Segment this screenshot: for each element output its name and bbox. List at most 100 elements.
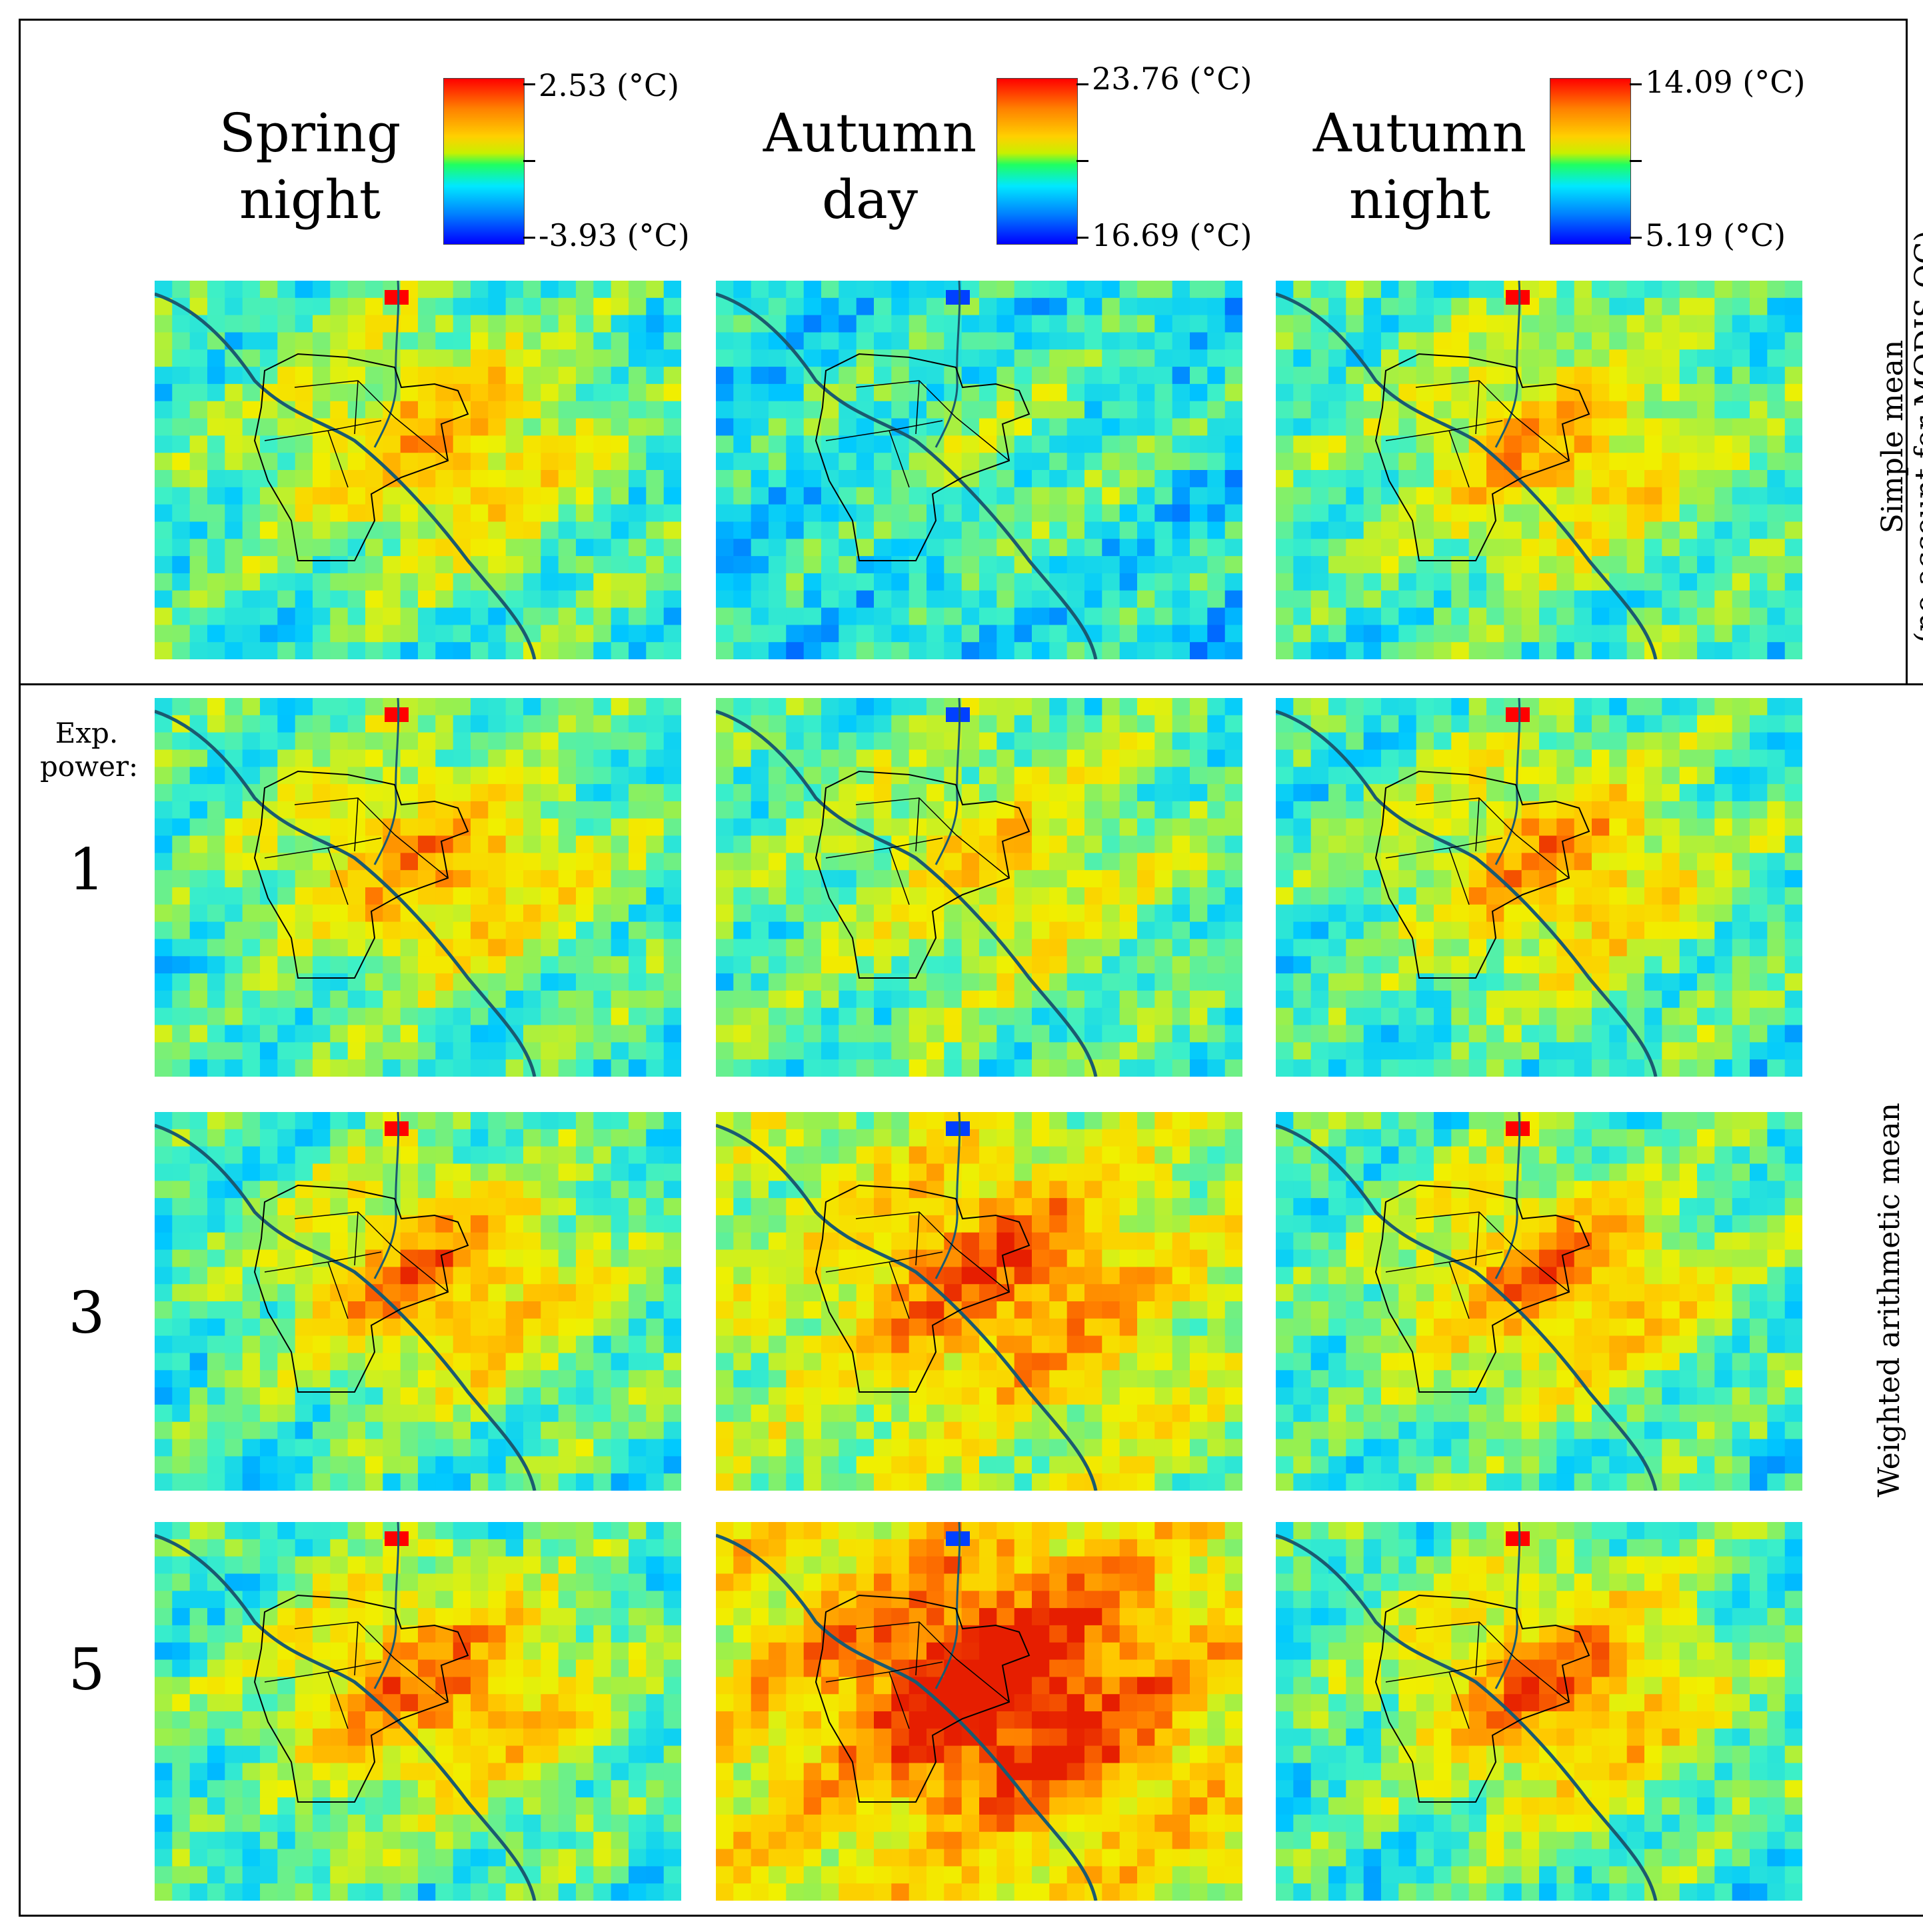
lst-grid — [155, 281, 681, 659]
city-boundary — [253, 1184, 469, 1393]
city-boundary — [253, 1594, 469, 1803]
city-boundary — [815, 353, 1030, 561]
district-boundary — [1515, 1658, 1570, 1703]
district-boundary — [915, 1621, 920, 1676]
colorbar-tick — [523, 160, 535, 162]
district-boundary — [1475, 1621, 1480, 1676]
lst-grid — [1276, 1112, 1802, 1491]
lst-grid — [155, 698, 681, 1077]
map-autumn-day-exp-5 — [716, 1522, 1242, 1901]
colorbar-spring-night — [443, 78, 525, 245]
river-line — [716, 292, 1098, 659]
hotspot-marker — [946, 290, 970, 305]
row-label-exp-5: 5 — [68, 1637, 105, 1703]
district-boundary — [354, 797, 359, 852]
colorbar-max-label: 23.76 (°C) — [1092, 61, 1252, 97]
district-boundary — [354, 1621, 359, 1676]
colorbar-autumn-day — [996, 78, 1078, 245]
district-boundary — [889, 430, 910, 488]
side-label-simple-mean: Simple mean (no account for MODIS QC) — [1876, 230, 1923, 643]
map-autumn-night-simple — [1276, 281, 1802, 659]
hotspot-marker — [946, 1121, 970, 1136]
hotspot-marker — [385, 707, 409, 722]
district-boundary — [1515, 1248, 1570, 1293]
district-boundary — [1475, 380, 1480, 435]
district-boundary — [327, 430, 349, 488]
lst-grid — [716, 1522, 1242, 1901]
colorbar-tick — [1630, 237, 1642, 239]
tributary-line — [373, 1112, 400, 1279]
district-boundary — [915, 797, 920, 852]
colorbar-tick — [1630, 83, 1642, 85]
lst-grid — [155, 1522, 681, 1901]
hotspot-marker — [1506, 707, 1530, 722]
map-autumn-night-exp-1 — [1276, 698, 1802, 1077]
city-boundary — [815, 1184, 1030, 1393]
hotspot-marker — [385, 290, 409, 305]
river-line — [155, 1123, 537, 1491]
district-boundary — [327, 1261, 349, 1319]
side-label-weighted-mean: Weighted arithmetic mean — [1872, 1103, 1906, 1497]
district-boundary — [394, 1658, 449, 1703]
map-spring-night-simple — [155, 281, 681, 659]
colorbar-autumn-night — [1550, 78, 1631, 245]
district-boundary — [955, 1248, 1010, 1293]
lst-grid — [1276, 1522, 1802, 1901]
map-autumn-night-exp-3 — [1276, 1112, 1802, 1491]
colorbar-tick — [1076, 237, 1088, 239]
district-boundary — [955, 1658, 1010, 1703]
bottom-panel-frame — [19, 683, 1923, 1917]
lst-grid — [1276, 698, 1802, 1077]
district-boundary — [955, 417, 1010, 461]
colorbar-min-label: -3.93 (°C) — [539, 217, 690, 253]
colorbar-tick — [523, 83, 535, 85]
colorbar-min-label: 5.19 (°C) — [1645, 217, 1786, 253]
title-spring-night: Spring night — [219, 102, 401, 231]
river-line — [716, 1533, 1098, 1901]
colorbar-tick — [1630, 160, 1642, 162]
colorbar-tick — [1076, 83, 1088, 85]
colorbar-max-label: 14.09 (°C) — [1645, 64, 1806, 100]
river-line — [155, 1533, 537, 1901]
hotspot-marker — [385, 1531, 409, 1546]
district-boundary — [394, 834, 449, 879]
tributary-line — [373, 1522, 400, 1689]
lst-grid — [155, 1112, 681, 1491]
tributary-line — [1494, 698, 1521, 865]
tributary-line — [1494, 281, 1521, 448]
colorbar-tick — [1076, 160, 1088, 162]
district-boundary — [1515, 417, 1570, 461]
hotspot-marker — [1506, 1121, 1530, 1136]
hotspot-marker — [946, 1531, 970, 1546]
hotspot-marker — [946, 707, 970, 722]
district-boundary — [327, 847, 349, 905]
city-boundary — [253, 770, 469, 979]
river-line — [716, 1123, 1098, 1491]
city-boundary — [1374, 770, 1590, 979]
map-spring-night-exp-1 — [155, 698, 681, 1077]
river-line — [155, 709, 537, 1077]
lst-grid — [716, 281, 1242, 659]
river-line — [1276, 1533, 1658, 1901]
district-boundary — [955, 834, 1010, 879]
map-autumn-night-exp-5 — [1276, 1522, 1802, 1901]
district-boundary — [327, 1671, 349, 1729]
district-boundary — [1448, 1671, 1470, 1729]
city-boundary — [815, 1594, 1030, 1803]
river-line — [1276, 1123, 1658, 1491]
tributary-line — [1494, 1522, 1521, 1689]
title-autumn-day: Autumn day — [763, 102, 977, 231]
city-boundary — [815, 770, 1030, 979]
city-boundary — [253, 353, 469, 561]
map-spring-night-exp-5 — [155, 1522, 681, 1901]
map-spring-night-exp-3 — [155, 1112, 681, 1491]
tributary-line — [935, 1522, 961, 1689]
district-boundary — [394, 417, 449, 461]
district-boundary — [889, 1261, 910, 1319]
district-boundary — [1475, 1211, 1480, 1266]
river-line — [1276, 292, 1658, 659]
map-autumn-day-exp-1 — [716, 698, 1242, 1077]
colorbar-tick — [523, 237, 535, 239]
river-line — [155, 292, 537, 659]
exp-power-label: Exp. power: — [40, 717, 139, 783]
